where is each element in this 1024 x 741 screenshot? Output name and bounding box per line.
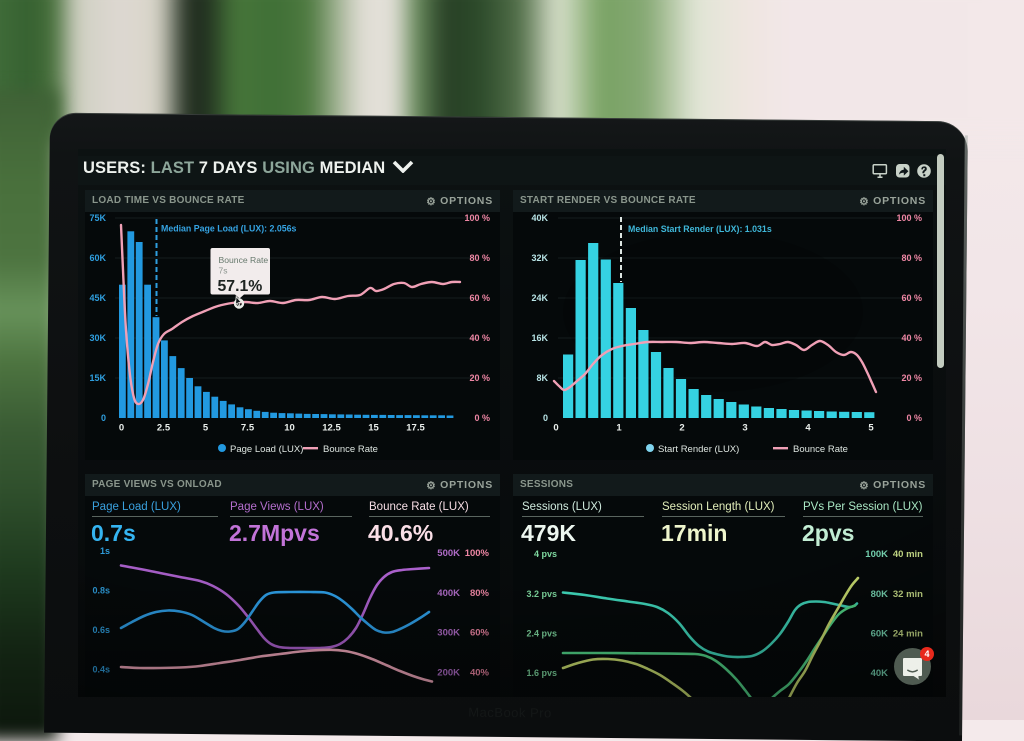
svg-text:7.5: 7.5 xyxy=(241,423,255,434)
svg-text:400K: 400K xyxy=(437,588,460,599)
svg-text:80%: 80% xyxy=(470,588,490,599)
svg-text:32 min: 32 min xyxy=(893,589,923,600)
svg-text:0: 0 xyxy=(119,423,124,434)
svg-text:60%: 60% xyxy=(470,628,490,639)
svg-text:0.4s: 0.4s xyxy=(92,665,110,675)
svg-text:3: 3 xyxy=(742,423,747,434)
svg-text:4: 4 xyxy=(805,423,811,434)
svg-text:2: 2 xyxy=(679,423,684,434)
svg-text:0.6s: 0.6s xyxy=(92,625,110,635)
svg-text:3.2 pvs: 3.2 pvs xyxy=(526,589,557,599)
svg-text:75K: 75K xyxy=(89,213,106,223)
svg-text:Bounce Rate: Bounce Rate xyxy=(219,255,269,265)
svg-text:1: 1 xyxy=(616,423,622,434)
svg-text:2pvs: 2pvs xyxy=(802,520,854,546)
svg-text:15: 15 xyxy=(368,423,379,434)
svg-text:100 %: 100 % xyxy=(464,213,490,223)
svg-text:200K: 200K xyxy=(437,668,460,679)
svg-text:80 %: 80 % xyxy=(469,253,490,263)
svg-text:Bounce Rate: Bounce Rate xyxy=(793,444,848,455)
svg-text:24K: 24K xyxy=(531,293,548,303)
svg-text:80 %: 80 % xyxy=(901,253,922,263)
svg-text:1.6 pvs: 1.6 pvs xyxy=(526,668,557,678)
svg-text:7s: 7s xyxy=(219,266,228,276)
svg-text:PVs Per Session (LUX): PVs Per Session (LUX) xyxy=(803,501,923,513)
svg-text:500K: 500K xyxy=(437,548,460,559)
svg-text:40 min: 40 min xyxy=(893,549,923,560)
svg-text:100K: 100K xyxy=(865,549,888,560)
svg-text:12.5: 12.5 xyxy=(322,423,341,434)
svg-text:0.8s: 0.8s xyxy=(92,586,110,596)
svg-text:300K: 300K xyxy=(437,628,460,639)
svg-text:Median Page Load (LUX): 2.056s: Median Page Load (LUX): 2.056s xyxy=(161,224,297,234)
svg-text:0 %: 0 % xyxy=(474,413,490,423)
svg-text:17.5: 17.5 xyxy=(406,423,425,434)
svg-text:0 %: 0 % xyxy=(906,413,922,423)
svg-text:40.6%: 40.6% xyxy=(368,520,433,546)
svg-text:0: 0 xyxy=(101,413,106,423)
svg-text:57.1%: 57.1% xyxy=(218,278,263,295)
svg-text:5: 5 xyxy=(203,423,209,434)
svg-text:Page Views (LUX): Page Views (LUX) xyxy=(230,501,324,513)
svg-text:60K: 60K xyxy=(871,629,889,640)
svg-text:2.4 pvs: 2.4 pvs xyxy=(526,629,557,639)
svg-text:Page Load (LUX): Page Load (LUX) xyxy=(230,444,303,455)
svg-text:0.7s: 0.7s xyxy=(91,520,136,546)
svg-text:0: 0 xyxy=(543,413,548,423)
svg-text:60K: 60K xyxy=(89,253,106,263)
svg-text:2.5: 2.5 xyxy=(157,423,171,434)
svg-text:Session Length (LUX): Session Length (LUX) xyxy=(662,501,775,513)
svg-text:Start Render (LUX): Start Render (LUX) xyxy=(658,444,739,455)
svg-text:40 %: 40 % xyxy=(469,333,490,343)
svg-text:5: 5 xyxy=(868,423,874,434)
svg-text:15K: 15K xyxy=(89,373,106,383)
svg-text:60 %: 60 % xyxy=(901,293,922,303)
svg-text:10: 10 xyxy=(284,423,295,434)
svg-text:32K: 32K xyxy=(531,253,548,263)
svg-text:Page Load (LUX): Page Load (LUX) xyxy=(92,501,181,513)
svg-text:2.7Mpvs: 2.7Mpvs xyxy=(229,520,320,546)
svg-text:30K: 30K xyxy=(89,333,106,343)
svg-text:80K: 80K xyxy=(871,589,889,600)
svg-text:40K: 40K xyxy=(871,668,889,679)
svg-text:40K: 40K xyxy=(531,213,548,223)
svg-text:17min: 17min xyxy=(661,520,727,546)
svg-text:Median Start Render (LUX): 1.0: Median Start Render (LUX): 1.031s xyxy=(628,224,772,234)
svg-text:40 %: 40 % xyxy=(901,333,922,343)
svg-text:100 %: 100 % xyxy=(896,213,922,223)
svg-text:60 %: 60 % xyxy=(469,293,490,303)
svg-text:Sessions (LUX): Sessions (LUX) xyxy=(522,501,602,513)
svg-text:40%: 40% xyxy=(470,668,490,679)
svg-text:100%: 100% xyxy=(465,548,490,559)
svg-text:20 %: 20 % xyxy=(901,373,922,383)
svg-text:Bounce Rate: Bounce Rate xyxy=(323,444,378,455)
svg-text:4 pvs: 4 pvs xyxy=(534,549,557,559)
svg-text:20 %: 20 % xyxy=(469,373,490,383)
svg-text:Bounce Rate (LUX): Bounce Rate (LUX) xyxy=(369,501,469,513)
svg-text:16K: 16K xyxy=(531,333,548,343)
svg-text:8K: 8K xyxy=(536,373,548,383)
svg-text:24 min: 24 min xyxy=(893,629,923,640)
svg-text:479K: 479K xyxy=(521,520,576,546)
svg-text:45K: 45K xyxy=(89,293,106,303)
svg-text:0: 0 xyxy=(553,423,558,434)
svg-text:1s: 1s xyxy=(100,546,110,556)
